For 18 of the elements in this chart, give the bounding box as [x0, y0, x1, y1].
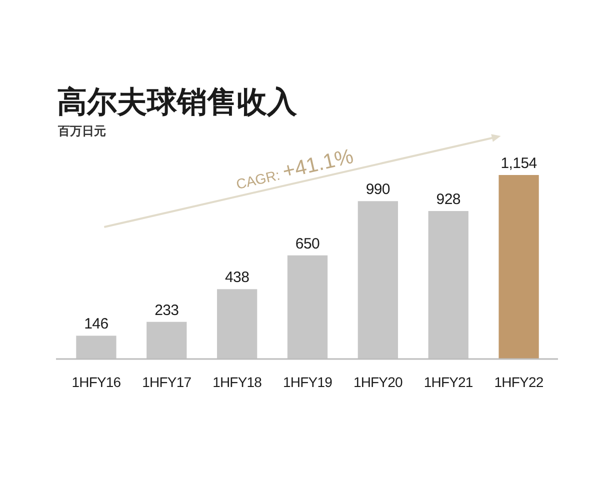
data-label: 438 [225, 269, 250, 286]
bar [498, 175, 539, 359]
x-tick-label: 1HFY22 [494, 374, 544, 390]
chart-subtitle: 百万日元 [57, 124, 106, 138]
data-label: 928 [436, 191, 460, 208]
data-label: 990 [366, 181, 390, 198]
data-label: 1,154 [500, 155, 537, 172]
data-label: 233 [154, 302, 179, 319]
annotation: CAGR: +41.1% [234, 144, 356, 192]
x-tick-label: 1HFY21 [424, 374, 474, 390]
x-tick-label: 1HFY17 [142, 374, 192, 390]
chart-title: 高尔夫球销售收入 [57, 85, 298, 119]
x-tick-label: 1HFY16 [72, 374, 122, 390]
x-tick-label: 1HFY20 [353, 374, 404, 390]
x-tick-label: 1HFY19 [283, 374, 333, 390]
data-label: 650 [295, 235, 320, 252]
data-label: 146 [84, 316, 108, 333]
x-tick-label: 1HFY18 [212, 374, 262, 390]
